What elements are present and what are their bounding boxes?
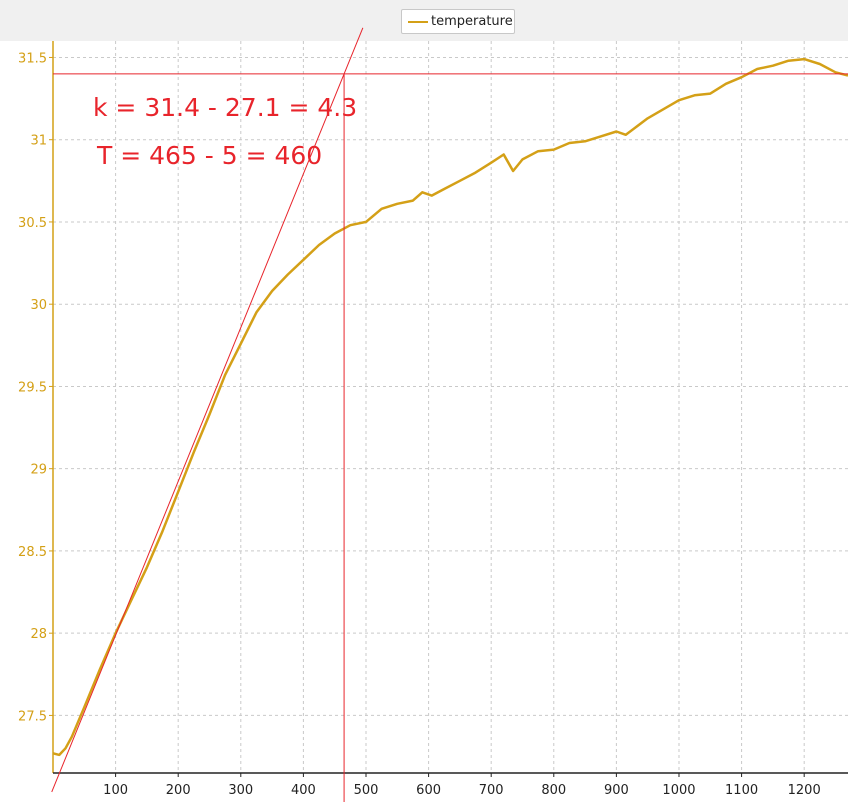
reference-lines <box>51 27 848 802</box>
x-tick-label: 500 <box>354 783 379 798</box>
tangent-line <box>51 27 364 793</box>
annotations: k = 31.4 - 27.1 = 4.3 T = 465 - 5 = 460 <box>93 93 357 170</box>
y-tick-label: 31 <box>30 134 47 149</box>
series-layer <box>52 57 848 757</box>
x-tick-label: 100 <box>103 783 128 798</box>
legend-label-temperature: temperature <box>431 14 513 29</box>
y-tick-label: 31.5 <box>18 51 47 66</box>
x-tick-label: 600 <box>416 783 441 798</box>
legend[interactable]: temperature <box>401 9 515 34</box>
x-tick-label: 700 <box>479 783 504 798</box>
x-tick-label: 400 <box>291 783 316 798</box>
x-tick-label: 1000 <box>662 783 695 798</box>
series-line-temperature <box>52 57 848 757</box>
x-tick-label: 1100 <box>725 783 758 798</box>
x-tick-label: 300 <box>228 783 253 798</box>
x-tick-label: 800 <box>541 783 566 798</box>
y-tick-label: 27.5 <box>18 709 47 724</box>
y-tick-label: 30 <box>30 298 47 313</box>
y-tick-label: 28 <box>30 627 47 642</box>
y-tick-label: 29.5 <box>18 380 47 395</box>
x-tick-label: 1200 <box>788 783 821 798</box>
y-tick-label: 28.5 <box>18 545 47 560</box>
y-tick-label: 29 <box>30 463 47 478</box>
y-tick-label: 30.5 <box>18 216 47 231</box>
axes: 100 200 300 400 500 600 700 800 900 1000 1100 1200 2… <box>18 41 848 798</box>
annotation-text: k = 31.4 - 27.1 = 4.3 <box>93 93 357 122</box>
legend-swatch-temperature <box>408 21 428 23</box>
x-tick-label: 900 <box>604 783 629 798</box>
annotation-text: T = 465 - 5 = 460 <box>96 141 322 170</box>
x-tick-label: 200 <box>166 783 191 798</box>
